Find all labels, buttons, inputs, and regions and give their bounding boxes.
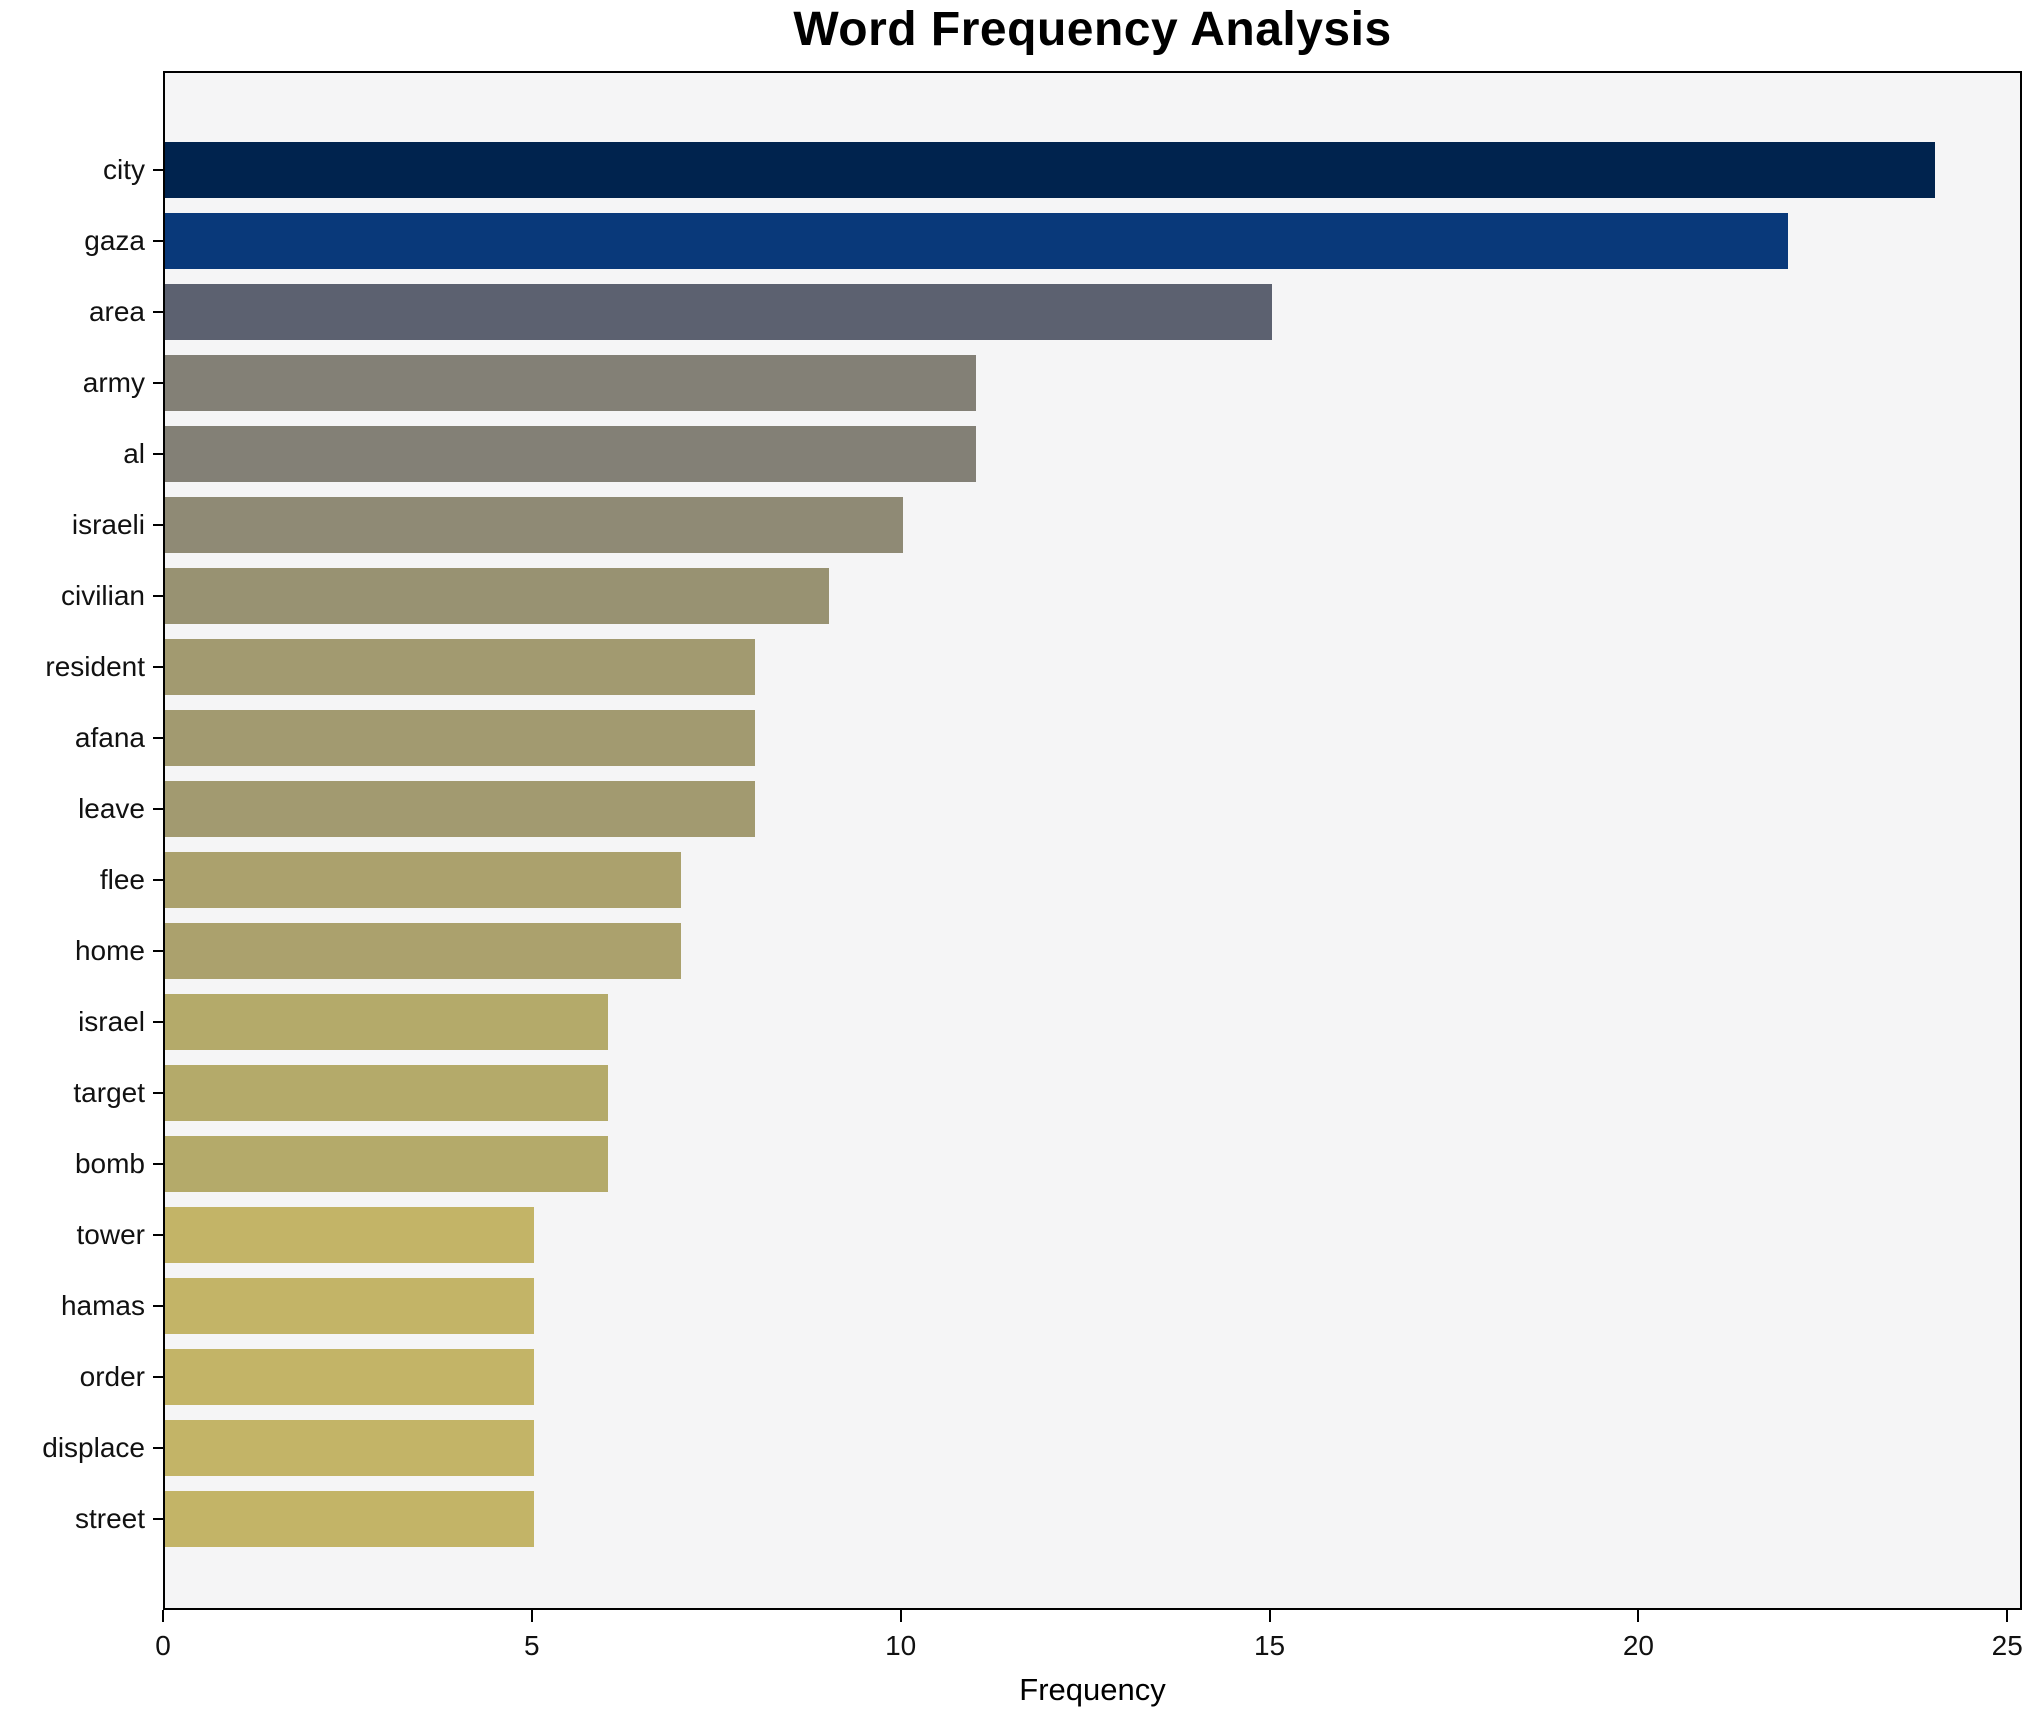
y-tick-mark [153,524,163,526]
y-tick-label-home: home [74,935,145,966]
y-tick-mark [153,737,163,739]
bar-flee [165,852,681,908]
bar-leave [165,781,755,837]
y-tick-mark [153,1447,163,1449]
bar-gaza [165,213,1788,269]
y-tick-label-displace: displace [42,1432,145,1463]
y-tick-mark [153,1305,163,1307]
y-tick-label-resident: resident [45,651,145,682]
bar-home [165,923,681,979]
x-tick-label-10: 10 [885,1630,917,1661]
y-tick-label-civilian: civilian [60,580,145,611]
y-tick-mark [153,950,163,952]
x-tick-mark [1637,1610,1640,1622]
bar-hamas [165,1278,534,1334]
y-tick-mark [153,808,163,810]
y-tick-label-tower: tower [76,1219,145,1250]
y-tick-mark [153,879,163,881]
y-tick-mark [153,1021,163,1023]
y-tick-label-gaza: gaza [84,225,145,256]
bar-bomb [165,1136,608,1192]
bar-army [165,355,976,411]
y-tick-mark [153,382,163,384]
y-tick-mark [153,169,163,171]
y-tick-label-flee: flee [99,864,145,895]
bar-civilian [165,568,829,624]
y-tick-label-target: target [73,1077,145,1108]
x-tick-label-0: 0 [155,1630,171,1661]
bar-target [165,1065,608,1121]
x-tick-label-5: 5 [524,1630,540,1661]
bar-city [165,142,1935,198]
y-tick-label-army: army [82,367,145,398]
x-tick-mark [2006,1610,2009,1622]
y-tick-label-city: city [103,154,145,185]
y-tick-label-bomb: bomb [74,1148,145,1179]
y-tick-mark [153,1234,163,1236]
y-tick-mark [153,453,163,455]
bar-israeli [165,497,903,553]
y-tick-label-israel: israel [78,1006,145,1037]
x-tick-label-25: 25 [1991,1630,2023,1661]
y-tick-label-al: al [123,438,145,469]
y-tick-label-israeli: israeli [71,509,145,540]
y-tick-label-afana: afana [74,722,145,753]
bar-tower [165,1207,534,1263]
x-tick-mark [530,1610,533,1622]
bar-order [165,1349,534,1405]
bar-israel [165,994,608,1050]
y-tick-label-area: area [88,296,145,327]
x-tick-label-15: 15 [1253,1630,1286,1661]
bar-resident [165,639,755,695]
y-tick-mark [153,1163,163,1165]
bar-al [165,426,976,482]
y-tick-mark [153,1092,163,1094]
y-tick-label-leave: leave [78,793,145,824]
y-tick-mark [153,666,163,668]
y-tick-mark [153,240,163,242]
x-axis-label: Frequency [1019,1672,1166,1707]
y-tick-label-street: street [74,1503,145,1534]
bar-afana [165,710,755,766]
y-tick-label-hamas: hamas [60,1290,145,1321]
x-tick-mark [162,1610,164,1622]
chart-title: Word Frequency Analysis [793,3,1392,56]
x-tick-label-20: 20 [1622,1630,1654,1661]
bar-street [165,1491,534,1547]
bars-layer [163,71,2022,1610]
y-tick-mark [153,595,163,597]
y-tick-mark [153,311,163,313]
x-tick-mark [1268,1610,1271,1622]
y-tick-mark [153,1376,163,1378]
y-tick-mark [153,1518,163,1520]
bar-displace [165,1420,534,1476]
x-tick-mark [899,1610,902,1622]
bar-area [165,284,1272,340]
y-tick-label-order: order [79,1361,145,1392]
